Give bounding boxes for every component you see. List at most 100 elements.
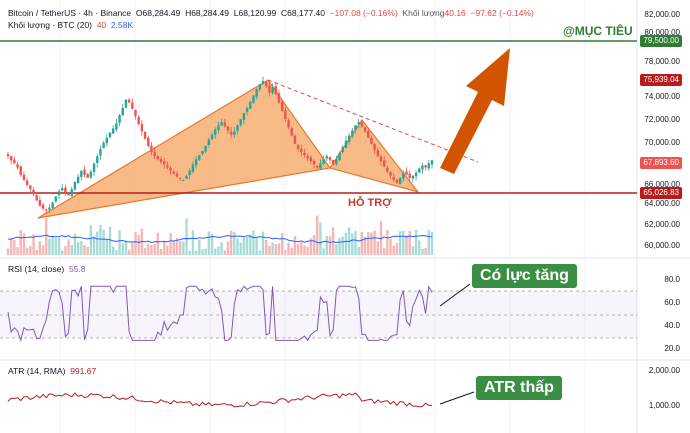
bullish-arrow [440, 48, 510, 174]
candle-body [99, 148, 102, 156]
candle-body [405, 171, 408, 175]
volume-bar [89, 225, 93, 255]
volume-bar [379, 220, 383, 255]
volume-bar [296, 243, 300, 255]
volume-bar [86, 246, 89, 255]
candle-body [351, 130, 354, 137]
volume-bar [73, 233, 77, 255]
volume-bar [121, 243, 124, 255]
volume-bar [96, 231, 99, 255]
volume-bar [29, 245, 32, 255]
candle-body [293, 135, 297, 144]
volume-bar [338, 237, 341, 255]
candle-body [392, 176, 395, 180]
pattern-triangle-right [329, 118, 420, 194]
candle-body [335, 159, 338, 165]
resistance-trendline [267, 79, 479, 163]
candle-body [239, 119, 242, 125]
volume-bar [233, 231, 236, 255]
volume-bar [280, 233, 284, 255]
candle-body [220, 122, 223, 126]
volume-bar [124, 240, 128, 255]
volume-bar [290, 247, 293, 255]
volume-bar [395, 242, 399, 255]
volume-bar [143, 248, 147, 255]
candle-body [265, 82, 268, 87]
candle-body [73, 181, 77, 190]
volume-bar [175, 238, 179, 255]
volume-indicator-header[interactable]: Khối lượng · BTC (20) 40 2.58K [8, 20, 133, 30]
volume-bar [57, 238, 61, 255]
volume-bar [341, 236, 344, 255]
candle-body [80, 170, 83, 178]
volume-bar [178, 240, 182, 255]
candles [6, 76, 434, 215]
candle-body [185, 175, 188, 179]
candle-body [280, 101, 284, 111]
candle-body [414, 172, 418, 177]
candle-body [367, 130, 370, 138]
candle-body [376, 150, 380, 157]
candle-body [124, 99, 128, 108]
candle-body [277, 93, 281, 103]
target-label: @MỤC TIÊU [563, 24, 633, 38]
volume-bar [424, 247, 427, 255]
candle-body [41, 204, 45, 209]
symbol-name[interactable]: Bitcoin / TetherUS · 4h · Binance [8, 8, 132, 18]
candle-body [22, 174, 26, 180]
volume-bar [322, 248, 325, 255]
candle-body [178, 177, 182, 179]
candle-body [303, 152, 306, 156]
candle-body [86, 173, 89, 178]
volume-bar [172, 240, 175, 255]
volume-bar [118, 230, 121, 255]
candle-body [48, 207, 51, 210]
volume-bar [261, 231, 265, 255]
candle-body [338, 153, 341, 161]
candle-body [296, 144, 300, 149]
candle-body [309, 157, 313, 162]
volume-bar [249, 234, 252, 255]
candle-body [236, 125, 239, 131]
atr-label: ATR (14, RMA) [8, 366, 66, 376]
volume-bar [360, 232, 364, 255]
candle-body [38, 200, 42, 206]
candle-body [430, 160, 434, 165]
volume-bar [325, 236, 328, 255]
volume-bar [411, 246, 415, 255]
volume-bar [306, 246, 309, 255]
open-value: O68,284.49 [135, 8, 181, 18]
candle-body [233, 131, 236, 135]
volume-bar [159, 249, 163, 255]
volume-bar [92, 236, 96, 255]
candle-body [16, 164, 19, 168]
price-axis-label: 82,000.00 [644, 10, 680, 19]
volume-bar [226, 241, 230, 255]
candle-body [217, 125, 220, 131]
volume-bar [67, 239, 70, 255]
volume-bar [252, 230, 255, 255]
close-value: C68,177.40 [281, 8, 325, 18]
candle-body [64, 187, 67, 193]
volume-bar [166, 245, 169, 255]
candle-body [386, 167, 389, 172]
volume-bar [102, 229, 105, 255]
candle-body [140, 123, 144, 132]
candle-body [35, 194, 38, 201]
volume-bar [108, 226, 112, 255]
rsi-header[interactable]: RSI (14, close) 55.8 [8, 264, 86, 274]
change-value: −107.08 (−0.16%) [329, 8, 398, 18]
candle-body [153, 151, 156, 157]
candle-body [258, 84, 262, 90]
candle-body [204, 145, 207, 152]
atr-header[interactable]: ATR (14, RMA) 991.67 [8, 366, 96, 376]
volume-bar [309, 238, 313, 255]
candle-body [76, 176, 80, 184]
rsi-axis-label: 40.0 [664, 321, 680, 330]
volume-bar [300, 242, 303, 255]
volume-bar [204, 248, 207, 255]
candle-body [191, 164, 195, 172]
volume-bar [147, 243, 150, 255]
volume-bar [134, 232, 137, 255]
